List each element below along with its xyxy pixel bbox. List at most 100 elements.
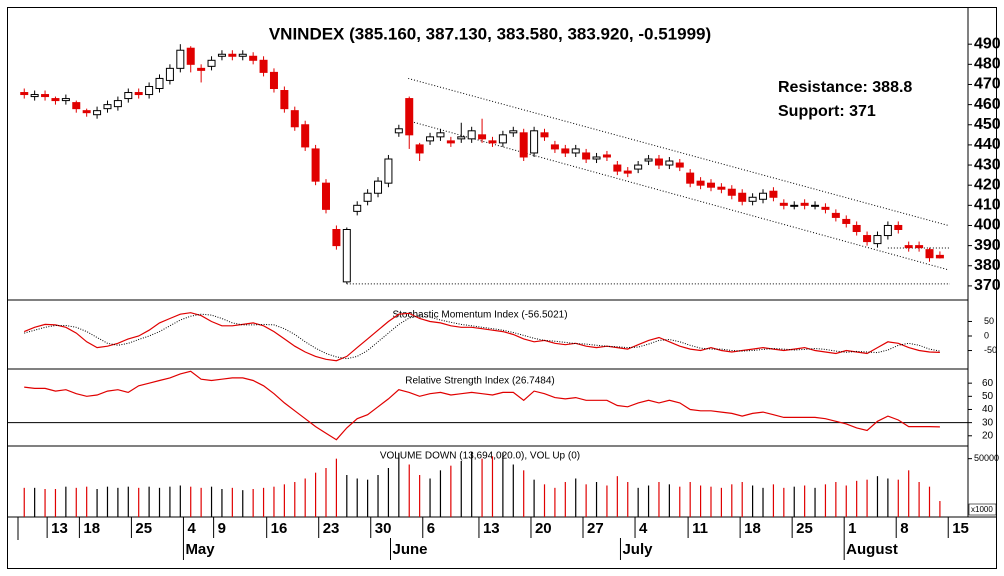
candle-body (249, 55, 258, 61)
x-tick-label: 13 (51, 520, 68, 537)
x-tick-label: 25 (796, 520, 813, 537)
candle-body (446, 140, 455, 144)
candle-body (197, 67, 206, 71)
candle-body (530, 130, 539, 154)
candle-body (72, 102, 81, 110)
candle-body (550, 144, 559, 150)
x-tick-label: 1 (848, 520, 856, 537)
candle-body (800, 202, 809, 206)
candle-body (478, 134, 487, 140)
candle-body (134, 92, 143, 96)
candle-body (217, 53, 226, 57)
candle-body (301, 124, 310, 148)
panel-title: Relative Strength Index (26.7484) (405, 376, 555, 387)
candle-body (457, 136, 466, 140)
x-tick-label: 18 (744, 520, 761, 537)
annotation: Resistance: 388.8 (778, 79, 912, 96)
candle-body (540, 132, 549, 138)
candle-body (145, 85, 154, 96)
x-tick-label: 6 (427, 520, 435, 537)
candle-body (436, 132, 445, 138)
candle-body (863, 235, 872, 243)
y-tick-label: 420 (974, 176, 1001, 193)
x-tick-label: 4 (187, 520, 196, 537)
y-tick-label: 460 (974, 96, 1001, 113)
candle-body (51, 98, 60, 102)
candle-body (686, 172, 695, 184)
candle-body (665, 160, 674, 166)
candle-body (821, 206, 830, 210)
candle-body (155, 77, 164, 90)
candle-body (394, 128, 403, 134)
frame (7, 7, 997, 569)
candle-body (561, 148, 570, 154)
candle-body (675, 162, 684, 168)
panel-title: Stochastic Momentum Index (-56.5021) (392, 310, 567, 321)
candle-body (613, 164, 622, 172)
y-tick-label: -50 (984, 345, 997, 355)
y-tick-label: 480 (974, 56, 1001, 73)
candle-body (20, 92, 29, 96)
candle-body (883, 224, 892, 237)
y-tick-label: 430 (974, 156, 1001, 173)
y-tick-label: 20 (982, 430, 994, 441)
candle-body (935, 254, 944, 259)
candle-body (634, 164, 643, 170)
trendline (408, 120, 949, 271)
x-tick-label: 11 (692, 520, 708, 537)
candle-body (706, 182, 715, 188)
candle-body (717, 186, 726, 190)
y-tick-label: 400 (974, 217, 1001, 234)
candle-body (894, 224, 903, 231)
unit-box (968, 503, 997, 516)
y-tick-label: 450 (974, 116, 1001, 133)
candle-body (374, 180, 383, 194)
candle-body (779, 202, 788, 206)
trendline (408, 77, 949, 226)
candle-body (769, 190, 778, 198)
x-tick-label: 4 (639, 520, 648, 537)
candle-body (259, 59, 268, 73)
candle-body (311, 148, 320, 182)
candle-body (654, 158, 663, 166)
smi-line (23, 312, 940, 362)
candle-body (405, 98, 414, 136)
candle-body (925, 249, 934, 259)
y-tick-label: 410 (974, 197, 1001, 214)
candle-body (852, 224, 861, 233)
x-tick-label: 15 (952, 520, 969, 537)
month-label: July (622, 541, 653, 558)
candle-body (384, 158, 393, 184)
candle-body (915, 245, 924, 249)
x-tick-label: 18 (83, 520, 100, 537)
candle-body (186, 47, 195, 65)
candle-body (113, 100, 122, 108)
candle-body (602, 154, 611, 158)
y-tick-label: 50000 (974, 453, 999, 463)
candle-body (176, 49, 185, 69)
y-tick-label: 380 (974, 257, 1001, 274)
candle-body (571, 148, 580, 154)
candle-body (519, 132, 528, 158)
candle-body (207, 59, 216, 67)
x-tick-label: 25 (135, 520, 152, 537)
candle-body (498, 134, 507, 144)
smi-line (24, 313, 940, 360)
candle-body (842, 218, 851, 224)
candle-body (269, 71, 278, 89)
candle-body (738, 192, 747, 202)
x-tick-label: 20 (535, 520, 552, 537)
panel-title: VOLUME DOWN (13,694,020.0), VOL Up (0) (380, 451, 580, 462)
candle-body (727, 188, 736, 196)
candle-body (748, 196, 757, 202)
candle-body (623, 170, 632, 174)
x-tick-label: 8 (900, 520, 908, 537)
candle-body (332, 229, 341, 247)
candle-body (415, 144, 424, 154)
chart-title: VNINDEX (385.160, 387.130, 383.580, 383.… (269, 24, 711, 43)
x-tick-label: 27 (587, 520, 604, 537)
x-tick-label: 13 (483, 520, 500, 537)
y-tick-label: 50 (984, 316, 994, 326)
